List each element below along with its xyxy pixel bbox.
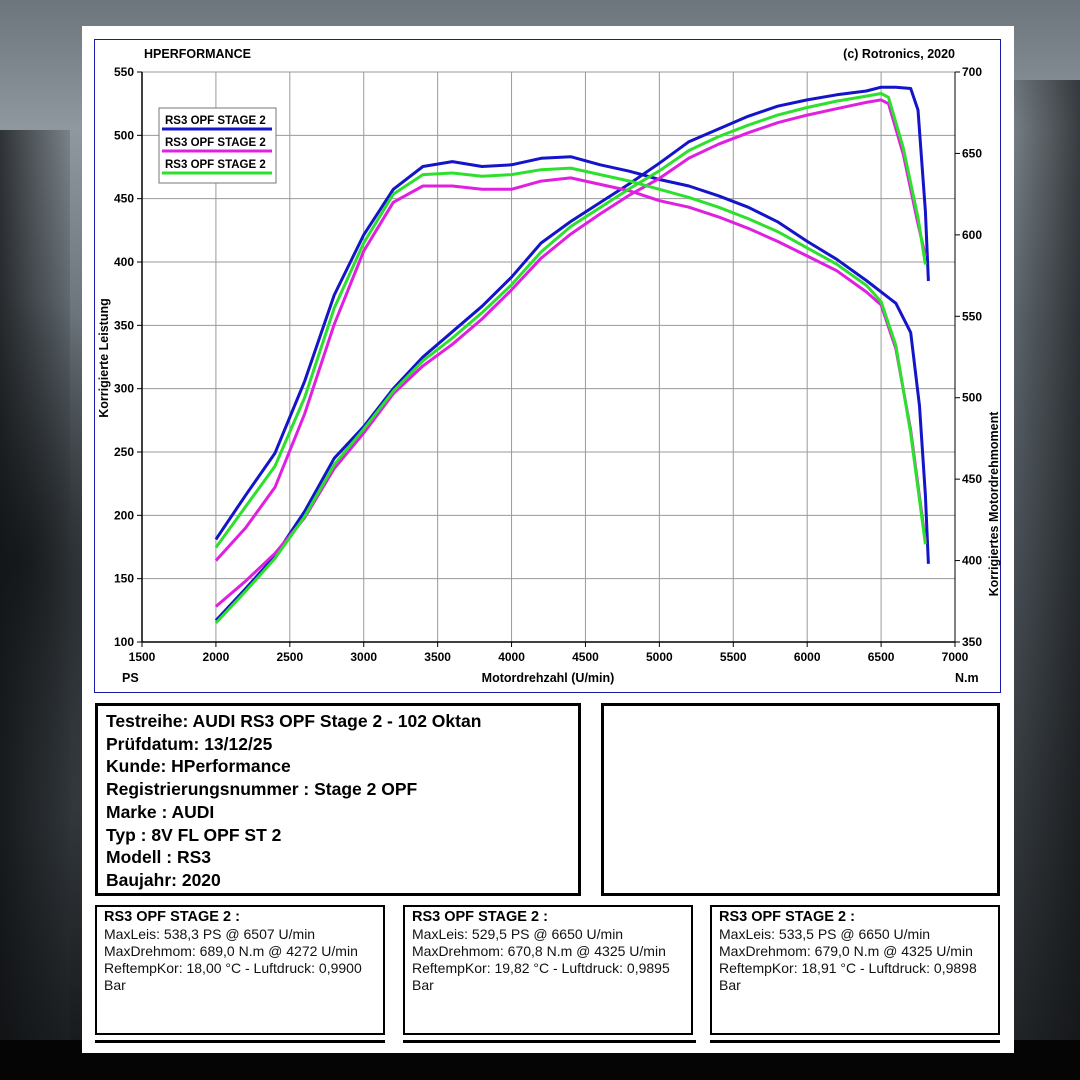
- y-tick-label-left: 100: [114, 635, 134, 649]
- x-tick-label: 4500: [572, 650, 599, 664]
- y-tick-label-right: 550: [962, 309, 982, 323]
- chart-header-left: HPERFORMANCE: [144, 47, 251, 61]
- type-line: Typ : 8V FL OPF ST 2: [106, 824, 282, 845]
- power-curve-series-1: [214, 85, 930, 622]
- y-tick-label-right: 400: [962, 554, 982, 568]
- backdrop-car-shadow: [0, 130, 70, 1080]
- chart-header-right: (c) Rotronics, 2020: [843, 47, 955, 61]
- x-tick-label: 2000: [203, 650, 230, 664]
- y-tick-label-left: 250: [114, 445, 134, 459]
- y-tick-label-left: 400: [114, 255, 134, 269]
- y-tick-label-right: 500: [962, 391, 982, 405]
- notes-box: [601, 703, 1000, 896]
- x-tick-label: 5500: [720, 650, 747, 664]
- torque-curve-series-3: [214, 166, 927, 549]
- power-curve-series-2: [214, 98, 927, 608]
- divider-line: [403, 1040, 696, 1043]
- torque-curve-series-2: [214, 176, 927, 562]
- power-curve-series-3: [214, 92, 927, 625]
- test-date-line: Prüfdatum: 13/12/25: [106, 733, 273, 754]
- year-line: Baujahr: 2020: [106, 869, 221, 890]
- x-tick-label: 5000: [646, 650, 673, 664]
- divider-line: [710, 1040, 1000, 1043]
- run-max-torque: MaxDrehmom: 689,0 N.m @ 4272 U/min: [104, 943, 358, 959]
- y-tick-label-right: 350: [962, 635, 982, 649]
- x-tick-label: 6000: [794, 650, 821, 664]
- run-title: RS3 OPF STAGE 2 :: [104, 909, 240, 925]
- torque-curve-series-1: [214, 155, 930, 564]
- y-axis-title-right: Korrigiertes Motordrehmoment: [987, 411, 1001, 597]
- model-line: Modell : RS3: [106, 847, 212, 868]
- run-ref-temp: ReftempKor: 18,91 °C - Luftdruck: 0,9898…: [719, 960, 977, 993]
- y-tick-label-left: 200: [114, 508, 134, 522]
- y-tick-label-left: 450: [114, 192, 134, 206]
- x-tick-label: 3500: [424, 650, 451, 664]
- y-axis-title-left: Korrigierte Leistung: [97, 298, 111, 417]
- run-summary-3: RS3 OPF STAGE 2 : MaxLeis: 533,5 PS @ 66…: [710, 905, 1000, 1035]
- run-max-power: MaxLeis: 529,5 PS @ 6650 U/min: [412, 926, 624, 942]
- x-tick-label: 6500: [868, 650, 895, 664]
- y-tick-label-left: 350: [114, 318, 134, 332]
- y-tick-label-right: 450: [962, 472, 982, 486]
- y-tick-label-left: 300: [114, 382, 134, 396]
- run-summary-2: RS3 OPF STAGE 2 : MaxLeis: 529,5 PS @ 66…: [403, 905, 693, 1035]
- x-tick-label: 7000: [942, 650, 969, 664]
- test-info-box: Testreihe: AUDI RS3 OPF Stage 2 - 102 Ok…: [95, 703, 581, 896]
- x-tick-label: 4000: [498, 650, 525, 664]
- x-unit-right: N.m: [955, 671, 979, 685]
- customer-line: Kunde: HPerformance: [106, 756, 291, 777]
- legend-label: RS3 OPF STAGE 2: [165, 115, 266, 127]
- y-tick-label-left: 500: [114, 128, 134, 142]
- divider-line: [95, 1040, 385, 1043]
- legend-box: [158, 107, 277, 184]
- y-tick-label-left: 550: [114, 65, 134, 79]
- chart-frame: [94, 39, 1001, 693]
- x-tick-label: 1500: [129, 650, 156, 664]
- dyno-sheet: Testreihe: AUDI RS3 OPF Stage 2 - 102 Ok…: [82, 26, 1014, 1053]
- run-max-power: MaxLeis: 538,3 PS @ 6507 U/min: [104, 926, 316, 942]
- run-summary-1: RS3 OPF STAGE 2 : MaxLeis: 538,3 PS @ 65…: [95, 905, 385, 1035]
- run-title: RS3 OPF STAGE 2 :: [719, 909, 855, 925]
- run-ref-temp: ReftempKor: 18,00 °C - Luftdruck: 0,9900…: [104, 960, 362, 993]
- run-max-torque: MaxDrehmom: 670,8 N.m @ 4325 U/min: [412, 943, 666, 959]
- run-max-torque: MaxDrehmom: 679,0 N.m @ 4325 U/min: [719, 943, 973, 959]
- run-ref-temp: ReftempKor: 19,82 °C - Luftdruck: 0,9895…: [412, 960, 670, 993]
- legend-label: RS3 OPF STAGE 2: [165, 137, 266, 149]
- brand-line: Marke : AUDI: [106, 801, 215, 822]
- run-title: RS3 OPF STAGE 2 :: [412, 909, 548, 925]
- y-tick-label-right: 650: [962, 146, 982, 160]
- x-tick-label: 3000: [350, 650, 377, 664]
- run-max-power: MaxLeis: 533,5 PS @ 6650 U/min: [719, 926, 931, 942]
- y-tick-label-right: 700: [962, 65, 982, 79]
- legend-label: RS3 OPF STAGE 2: [165, 159, 266, 171]
- x-axis-title: Motordrehzahl (U/min): [482, 671, 615, 685]
- test-series-line: Testreihe: AUDI RS3 OPF Stage 2 - 102 Ok…: [106, 711, 482, 731]
- y-tick-label-left: 150: [114, 572, 134, 586]
- y-tick-label-right: 600: [962, 228, 982, 242]
- dyno-chart: 1500 2000 2500 3000 3500 4000 4500 5000 5500 6000…: [97, 47, 1001, 685]
- registration-line: Registrierungsnummer : Stage 2 OPF: [106, 779, 418, 800]
- x-unit-left: PS: [122, 671, 139, 685]
- x-tick-label: 2500: [276, 650, 303, 664]
